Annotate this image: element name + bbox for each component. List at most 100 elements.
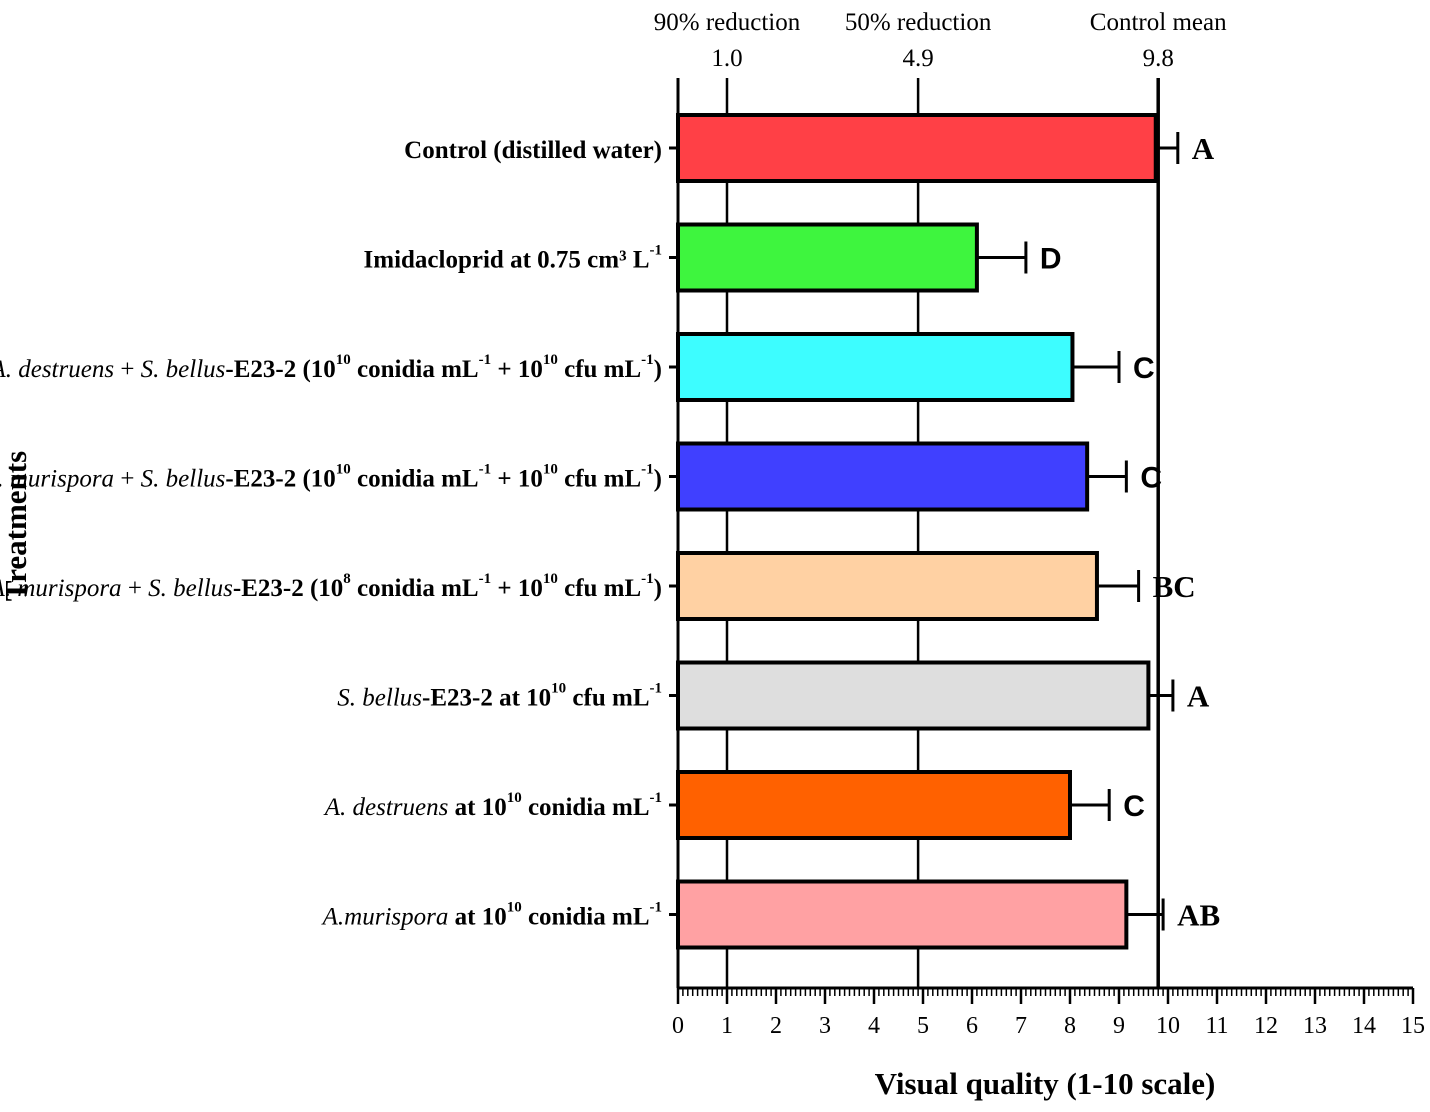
label-part: 10 [543, 352, 558, 368]
label-part: -1 [650, 900, 663, 916]
category-label-3: A. murispora + S. bellus-E23-2 (1010 con… [0, 462, 662, 493]
label-part: A. murispora [0, 466, 114, 493]
label-part: ) [654, 356, 662, 383]
x-tick-label-7: 7 [1015, 1013, 1027, 1039]
bar-1 [676, 222, 979, 293]
x-axis-title: Visual quality (1-10 scale) [875, 1066, 1216, 1101]
x-tick-label-4: 4 [868, 1013, 880, 1039]
category-label-7: A.murispora at 1010 conidia mL-1 [321, 900, 662, 931]
label-part: -1 [641, 571, 654, 587]
label-part: -1 [650, 243, 663, 259]
significance-letter-7: AB [1177, 898, 1220, 933]
x-tick-label-1: 1 [721, 1013, 733, 1039]
label-part: at 10 [448, 904, 506, 931]
bar-7 [676, 879, 1129, 950]
bar-5 [676, 660, 1151, 731]
label-part: cfu mL [558, 466, 641, 493]
category-label-1: Imidacloprid at 0.75 cm³ L-1 [364, 243, 662, 274]
label-part: -1 [479, 571, 492, 587]
x-tick-label-6: 6 [966, 1013, 978, 1039]
label-part: cfu mL [558, 356, 641, 383]
significance-letter-3: C [1140, 462, 1162, 495]
label-part: ) [654, 466, 662, 493]
label-part: conidia mL [522, 794, 650, 821]
x-tick-label-12: 12 [1254, 1013, 1278, 1039]
label-part: -E23-2 (10 [225, 356, 335, 383]
label-part: -1 [479, 352, 492, 368]
label-part: ) [654, 575, 662, 602]
label-part: conidia mL [522, 904, 650, 931]
x-tick-label-2: 2 [770, 1013, 782, 1039]
y-axis-title: Treatments [0, 451, 33, 601]
label-part: 10 [336, 462, 351, 478]
category-label-6: A. destruens at 1010 conidia mL-1 [323, 790, 662, 821]
label-part: + [114, 356, 141, 383]
label-part: A.murispora [321, 904, 449, 931]
label-part: + [114, 466, 141, 493]
significance-letter-1: D [1040, 243, 1062, 276]
bar-3 [676, 441, 1090, 512]
label-part: cfu mL [558, 575, 641, 602]
x-tick-label-11: 11 [1205, 1013, 1228, 1039]
bar-6 [676, 770, 1072, 840]
label-part: 10 [507, 900, 522, 916]
label-part: conidia mL [351, 575, 479, 602]
x-tick-label-10: 10 [1156, 1013, 1180, 1039]
x-tick-label-9: 9 [1113, 1013, 1125, 1039]
label-part: S. bellus [141, 356, 226, 383]
x-tick-label-0: 0 [672, 1013, 684, 1039]
bar-0 [676, 113, 1158, 183]
label-part: + 10 [491, 356, 543, 383]
label-part: cfu mL [566, 685, 649, 712]
label-part: conidia mL [351, 466, 479, 493]
label-part: + 10 [491, 466, 543, 493]
label-part: A. destruens [0, 356, 114, 383]
label-part: + [122, 575, 149, 602]
reference-label-1: 50% reduction [845, 9, 992, 36]
label-part: + 10 [491, 575, 543, 602]
label-part: 10 [551, 681, 566, 697]
label-part: -1 [479, 462, 492, 478]
label-part: Control (distilled water) [404, 137, 662, 164]
label-part: -E23-2 (10 [225, 466, 335, 493]
significance-letter-5: A [1187, 679, 1210, 714]
reference-value-1: 4.9 [902, 45, 933, 72]
label-part: conidia mL [351, 356, 479, 383]
category-label-5: S. bellus-E23-2 at 1010 cfu mL-1 [337, 681, 662, 712]
x-tick-label-8: 8 [1064, 1013, 1076, 1039]
x-tick-label-5: 5 [917, 1013, 929, 1039]
category-label-2: A. destruens + S. bellus-E23-2 (1010 con… [0, 352, 662, 383]
category-label-0: Control (distilled water) [404, 137, 662, 164]
label-part: S. bellus [141, 466, 226, 493]
label-part: -E23-2 at 10 [422, 685, 551, 712]
reference-value-2: 9.8 [1143, 45, 1174, 72]
label-part: 10 [543, 571, 558, 587]
reference-value-0: 1.0 [711, 45, 742, 72]
label-part: -1 [641, 462, 654, 478]
bar-2 [676, 332, 1075, 402]
label-part: 10 [507, 790, 522, 806]
significance-letter-4: BC [1153, 569, 1196, 604]
significance-letter-2: C [1133, 352, 1155, 385]
label-part: S. bellus [148, 575, 233, 602]
label-part: -1 [650, 790, 663, 806]
x-tick-label-13: 13 [1303, 1013, 1327, 1039]
label-part: 10 [336, 352, 351, 368]
label-part: -1 [641, 352, 654, 368]
label-part: A. destruens [323, 794, 449, 821]
label-part: Imidacloprid at 0.75 cm³ L [364, 247, 650, 274]
label-part: A. murispora [0, 575, 122, 602]
x-tick-label-15: 15 [1401, 1013, 1425, 1039]
x-tick-label-14: 14 [1352, 1013, 1376, 1039]
x-tick-label-3: 3 [819, 1013, 831, 1039]
label-part: S. bellus [337, 685, 422, 712]
label-part: 10 [543, 462, 558, 478]
significance-letter-0: A [1192, 131, 1215, 166]
label-part: -E23-2 (10 [233, 575, 343, 602]
reference-label-0: 90% reduction [654, 9, 801, 36]
label-part: at 10 [448, 794, 506, 821]
reference-label-2: Control mean [1090, 9, 1227, 36]
label-part: -1 [650, 681, 663, 697]
category-label-4: A. murispora + S. bellus-E23-2 (108 coni… [0, 571, 662, 602]
